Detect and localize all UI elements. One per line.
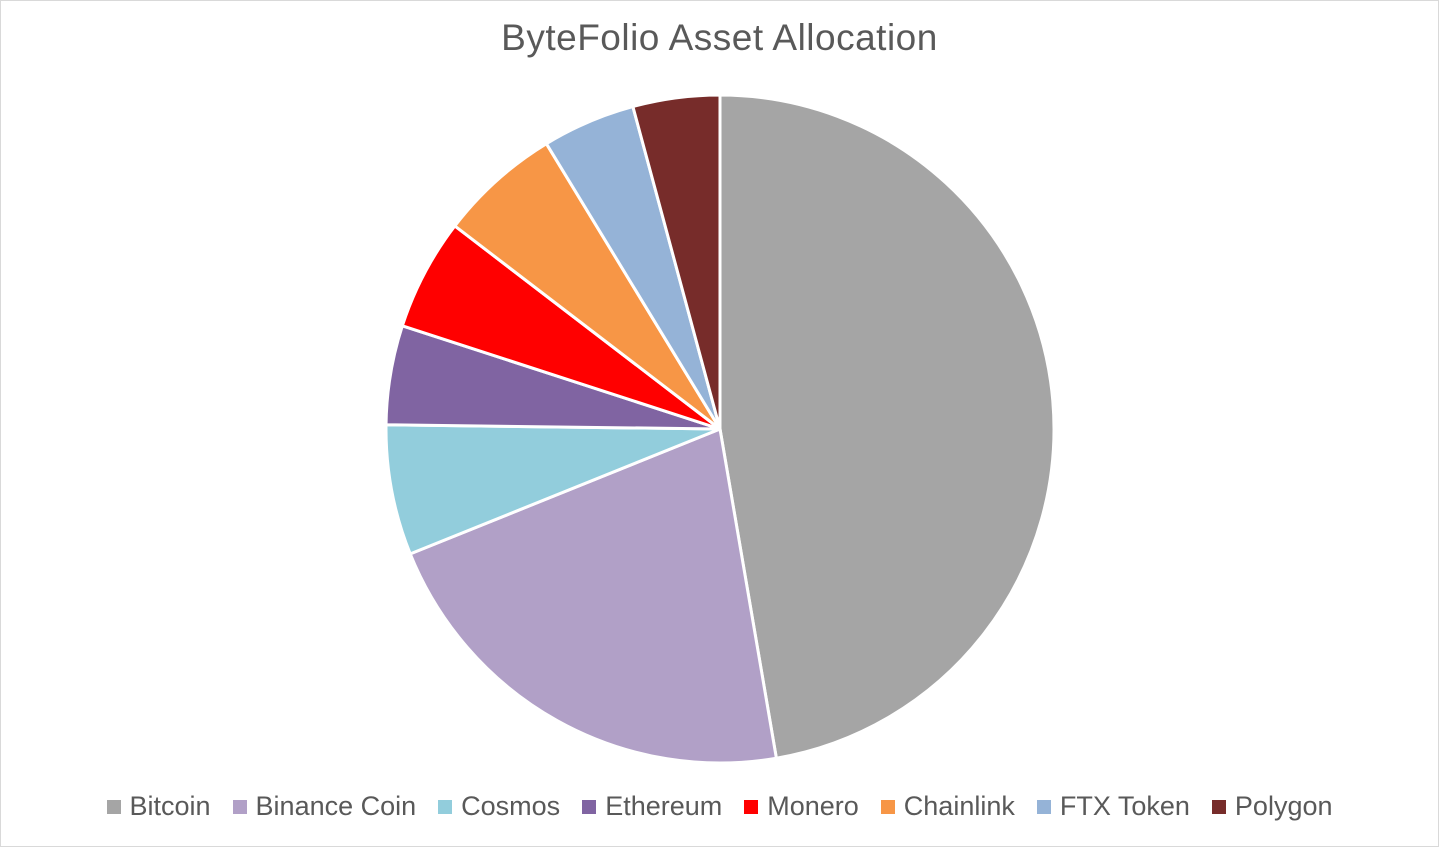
pie-slice-binance-coin[interactable]: [408, 427, 778, 765]
legend-swatch-monero: [744, 799, 759, 814]
legend-item-monero[interactable]: Monero: [744, 791, 859, 822]
legend-item-polygon[interactable]: Polygon: [1211, 791, 1333, 822]
legend-item-bitcoin[interactable]: Bitcoin: [106, 791, 211, 822]
legend-item-cosmos[interactable]: Cosmos: [438, 791, 560, 822]
legend-label-polygon: Polygon: [1234, 791, 1333, 821]
pie-slice-cosmos[interactable]: [384, 423, 722, 556]
legend-label-binance-coin: Binance Coin: [255, 791, 417, 821]
legend-item-chainlink[interactable]: Chainlink: [880, 791, 1015, 822]
legend-label-cosmos: Cosmos: [461, 791, 561, 821]
legend-swatch-polygon: [1211, 799, 1226, 814]
legend-swatch-ftx-token: [1036, 799, 1051, 814]
legend-item-ftx-token[interactable]: FTX Token: [1036, 791, 1190, 822]
legend-swatch-binance-coin: [232, 799, 247, 814]
legend-label-ftx-token: FTX Token: [1059, 791, 1190, 821]
legend-item-binance-coin[interactable]: Binance Coin: [232, 791, 417, 822]
legend-label-ethereum: Ethereum: [605, 791, 723, 821]
legend-swatch-bitcoin: [106, 799, 121, 814]
legend-swatch-ethereum: [582, 799, 597, 814]
legend-label-chainlink: Chainlink: [903, 791, 1015, 821]
legend-item-ethereum[interactable]: Ethereum: [582, 791, 722, 822]
pie-slice-chainlink[interactable]: [453, 142, 722, 431]
pie-slice-bitcoin[interactable]: [718, 93, 1056, 760]
legend-label-monero: Monero: [767, 791, 859, 821]
legend: Bitcoin Binance Coin Cosmos Ethereum Monero C…: [1, 791, 1438, 822]
legend-label-bitcoin: Bitcoin: [129, 791, 211, 821]
legend-swatch-chainlink: [880, 799, 895, 814]
pie-slice-polygon[interactable]: [631, 93, 722, 431]
chart-title: ByteFolio Asset Allocation: [501, 17, 938, 58]
legend-swatch-cosmos: [438, 799, 453, 814]
